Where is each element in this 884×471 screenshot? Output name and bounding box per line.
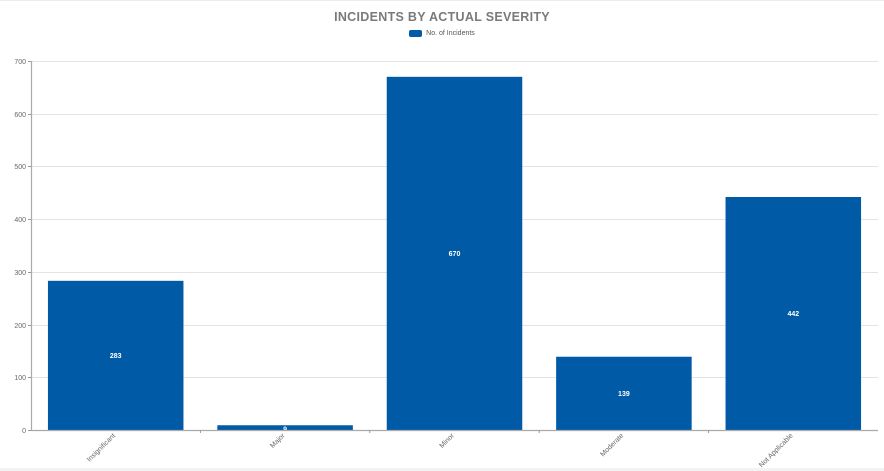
bar-rect[interactable]: [386, 76, 523, 431]
bottom-border: [0, 468, 884, 471]
x-tick-label: Moderate: [599, 432, 625, 458]
bar-not-applicable[interactable]: 442: [725, 197, 862, 430]
y-tick-label: 700: [14, 59, 26, 66]
bar-insignificant[interactable]: 283: [47, 280, 184, 430]
bar-rect[interactable]: [725, 197, 862, 430]
chart-title: INCIDENTS BY ACTUAL SEVERITY: [334, 10, 550, 24]
bar-rect[interactable]: [556, 356, 692, 430]
bar-value-label: 442: [787, 311, 799, 318]
bar-rect[interactable]: [217, 425, 353, 430]
x-tick-label: Minor: [439, 432, 457, 450]
x-tick-label: Insignificant: [86, 432, 117, 463]
bar-value-label: 283: [110, 353, 122, 360]
x-tick-label: Major: [269, 432, 287, 450]
y-tick-label: 0: [22, 428, 26, 435]
bars: 283 9 670 139 442: [47, 76, 862, 433]
y-tick-label: 100: [14, 375, 26, 382]
legend-label: No. of Incidents: [426, 30, 475, 37]
y-tick-label: 300: [14, 270, 26, 277]
y-tick-label: 200: [14, 323, 26, 330]
y-tick-label: 600: [14, 112, 26, 119]
bar-value-label: 9: [283, 426, 287, 433]
bar-value-label: 139: [618, 391, 630, 398]
y-tick-label: 500: [14, 164, 26, 171]
legend-swatch: [409, 30, 423, 37]
x-tick-label: Not Applicable: [758, 432, 795, 469]
bar-major[interactable]: 9: [217, 425, 353, 433]
bar-minor[interactable]: 670: [386, 76, 523, 431]
top-border: [0, 0, 884, 1]
bar-rect[interactable]: [47, 280, 184, 430]
legend[interactable]: No. of Incidents: [0, 30, 884, 37]
bar-value-label: 670: [449, 251, 461, 258]
bar-moderate[interactable]: 139: [556, 356, 692, 430]
y-tick-label: 400: [14, 217, 26, 224]
